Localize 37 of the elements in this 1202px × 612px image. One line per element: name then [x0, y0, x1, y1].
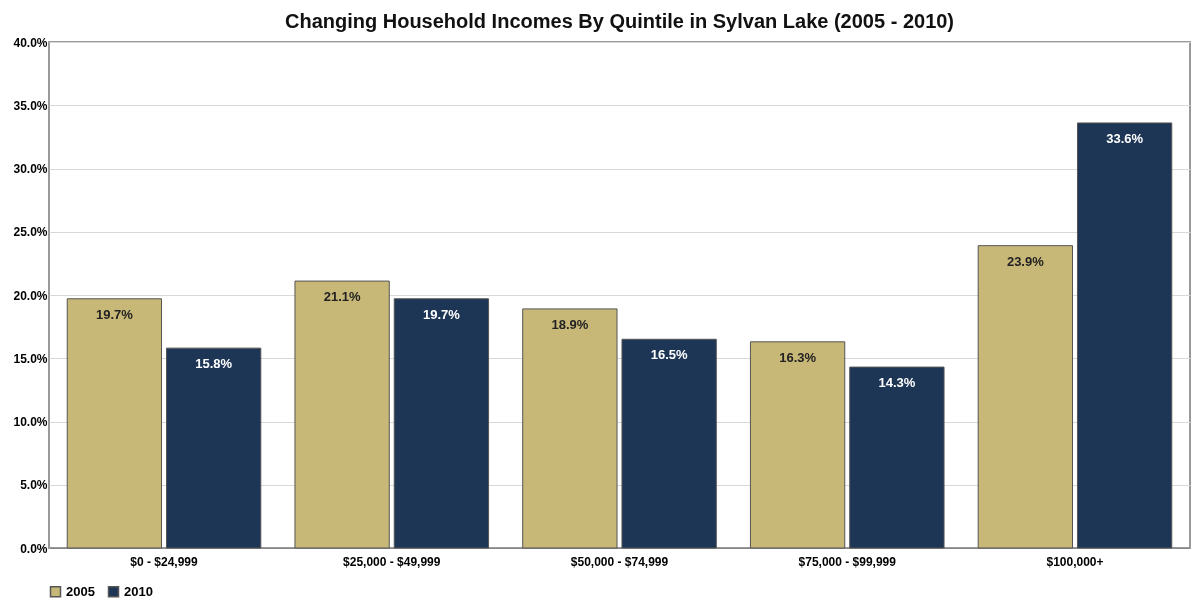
x-tick-label: $75,000 - $99,999 [798, 554, 897, 569]
bar [849, 366, 945, 549]
data-label: 23.9% [1006, 253, 1045, 269]
x-tick-label: $0 - $24,999 [130, 554, 199, 569]
bar [66, 298, 163, 549]
legend-label: 2010 [124, 583, 153, 599]
data-label: 21.1% [323, 289, 361, 305]
bar [522, 308, 618, 549]
data-label: 15.8% [195, 356, 233, 372]
y-tick-label: 25.0% [13, 225, 48, 240]
y-tick-label: 30.0% [13, 162, 48, 176]
data-label: 33.6% [1106, 130, 1144, 146]
y-tick-label: 35.0% [13, 98, 48, 113]
bar [977, 245, 1074, 549]
data-label: 19.7% [422, 306, 461, 322]
bar [749, 341, 846, 549]
bar [393, 298, 490, 549]
y-tick-label: 5.0% [20, 478, 48, 493]
data-label: 16.5% [650, 347, 688, 363]
x-tick-label: $25,000 - $49,999 [343, 554, 441, 569]
data-label: 14.3% [878, 375, 916, 391]
y-tick-label: 15.0% [13, 351, 48, 366]
data-label: 19.7% [95, 306, 134, 322]
y-tick-label: 40.0% [13, 35, 48, 50]
y-tick-label: 0.0% [20, 541, 48, 556]
chart-title: Changing Household Incomes By Quintile in Sylvan Lake (2005 - 2010) [284, 10, 955, 32]
data-label: 18.9% [551, 316, 589, 332]
x-tick-label: $50,000 - $74,999 [570, 554, 669, 569]
data-label: 16.3% [779, 349, 817, 365]
bar [1076, 122, 1173, 549]
y-tick-label: 20.0% [13, 288, 48, 303]
bar [621, 338, 717, 549]
x-tick-label: $100,000+ [1046, 554, 1104, 569]
bar [294, 280, 390, 549]
legend-label: 2005 [66, 583, 95, 599]
bar [165, 347, 262, 549]
y-tick-label: 10.0% [13, 415, 48, 429]
